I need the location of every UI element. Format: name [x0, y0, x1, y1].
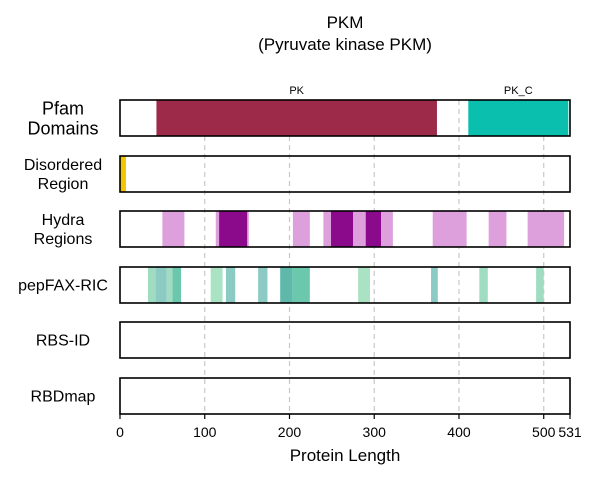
x-tick-label: 0 [116, 424, 124, 440]
x-tick-label: 200 [278, 424, 302, 440]
x-axis-label: Protein Length [290, 446, 401, 465]
x-axis: 0 100 200 300 400 500 531 [116, 414, 582, 440]
feature-bar [488, 211, 507, 247]
feature-bar [432, 211, 467, 247]
feature-bar [527, 211, 565, 247]
feature-bar [166, 267, 173, 303]
track: Disordered Region [24, 155, 571, 193]
track-frame [119, 377, 571, 415]
feature-label: PK [289, 85, 304, 97]
track: PK PK_C Pfam Domains [27, 85, 571, 138]
track-label: Pfam Domains [27, 98, 98, 138]
feature-bar [331, 211, 354, 247]
chart-subtitle: (Pyruvate kinase PKM) [258, 35, 432, 54]
feature-bar [156, 100, 437, 136]
feature-bar [210, 267, 223, 303]
track-label: Disordered Region [24, 157, 102, 193]
feature-label: PK_C [504, 85, 533, 97]
track: RBDmap [31, 377, 571, 415]
x-tick-label: 100 [193, 424, 217, 440]
feature-bar [155, 267, 167, 303]
feature-bar [536, 267, 544, 303]
feature-bar [162, 211, 185, 247]
feature-bar [120, 156, 126, 192]
feature-bar [147, 267, 156, 303]
feature-bar [258, 267, 268, 303]
grid [204, 100, 545, 414]
feature-bar [468, 100, 569, 136]
track-label: RBDmap [31, 389, 96, 406]
x-tick-label: 300 [363, 424, 387, 440]
x-tick-label: 500 [532, 424, 556, 440]
x-tick-label: 531 [558, 424, 582, 440]
track-frame [119, 99, 571, 137]
track: Hydra Regions [34, 210, 571, 248]
feature-bar [378, 211, 393, 247]
track-label: Hydra Regions [34, 212, 93, 248]
track-frame [119, 321, 571, 359]
feature-bar [172, 267, 182, 303]
feature-bar [219, 211, 248, 247]
feature-bar [353, 211, 368, 247]
feature-bar [292, 267, 310, 303]
feature-bar [479, 267, 488, 303]
track-frame [119, 210, 571, 248]
chart-title: PKM [327, 13, 364, 32]
track-label: pepFAX-RIC [18, 278, 108, 295]
feature-bar [365, 211, 382, 247]
track-frame [119, 266, 571, 304]
feature-bar [225, 267, 236, 303]
feature-bar [358, 267, 370, 303]
track: RBS-ID [36, 321, 571, 359]
feature-bar [280, 267, 293, 303]
track: pepFAX-RIC [18, 266, 571, 304]
tracks: PK PK_C Pfam Domains Disordered Region Hydra Re… [18, 85, 571, 415]
track-frame [119, 155, 571, 193]
x-tick-label: 400 [447, 424, 471, 440]
track-label: RBS-ID [36, 333, 90, 350]
feature-bar [431, 267, 438, 303]
feature-bar [292, 211, 310, 247]
